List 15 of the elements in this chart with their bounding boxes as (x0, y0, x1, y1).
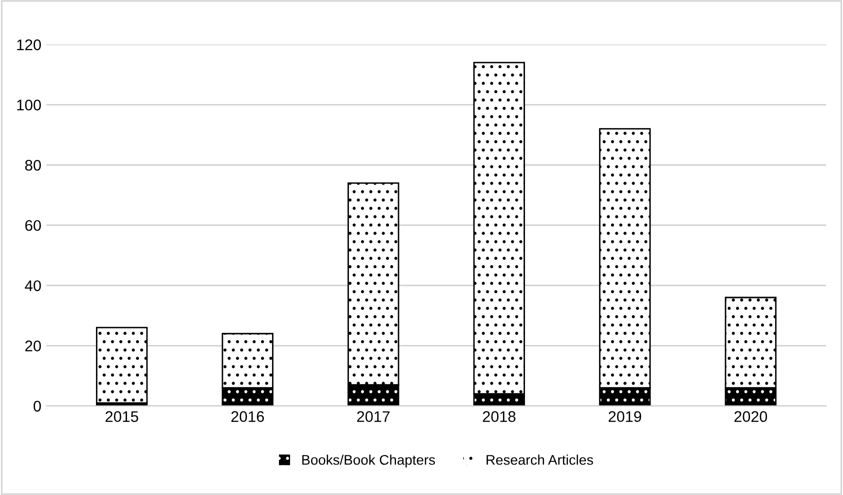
y-tick-label: 120 (17, 39, 41, 50)
legend-label: Research Articles (486, 454, 594, 465)
y-tick-label: 60 (25, 220, 41, 231)
y-tick-label: 80 (25, 160, 41, 171)
y-tick-label: 100 (17, 100, 41, 110)
x-tick-label: 2017 (357, 411, 390, 422)
y-tick-label: 0 (34, 400, 41, 412)
x-tick-label: 2018 (482, 411, 516, 422)
x-tick-label: 2020 (734, 411, 768, 422)
x-tick-label: 2019 (608, 411, 642, 422)
x-tick-label: 2015 (106, 411, 138, 422)
y-tick-label: 20 (25, 340, 41, 352)
legend-label: Books/Book Chapters (302, 454, 435, 468)
x-tick-label: 2016 (231, 411, 264, 422)
y-tick-label: 40 (24, 280, 41, 292)
